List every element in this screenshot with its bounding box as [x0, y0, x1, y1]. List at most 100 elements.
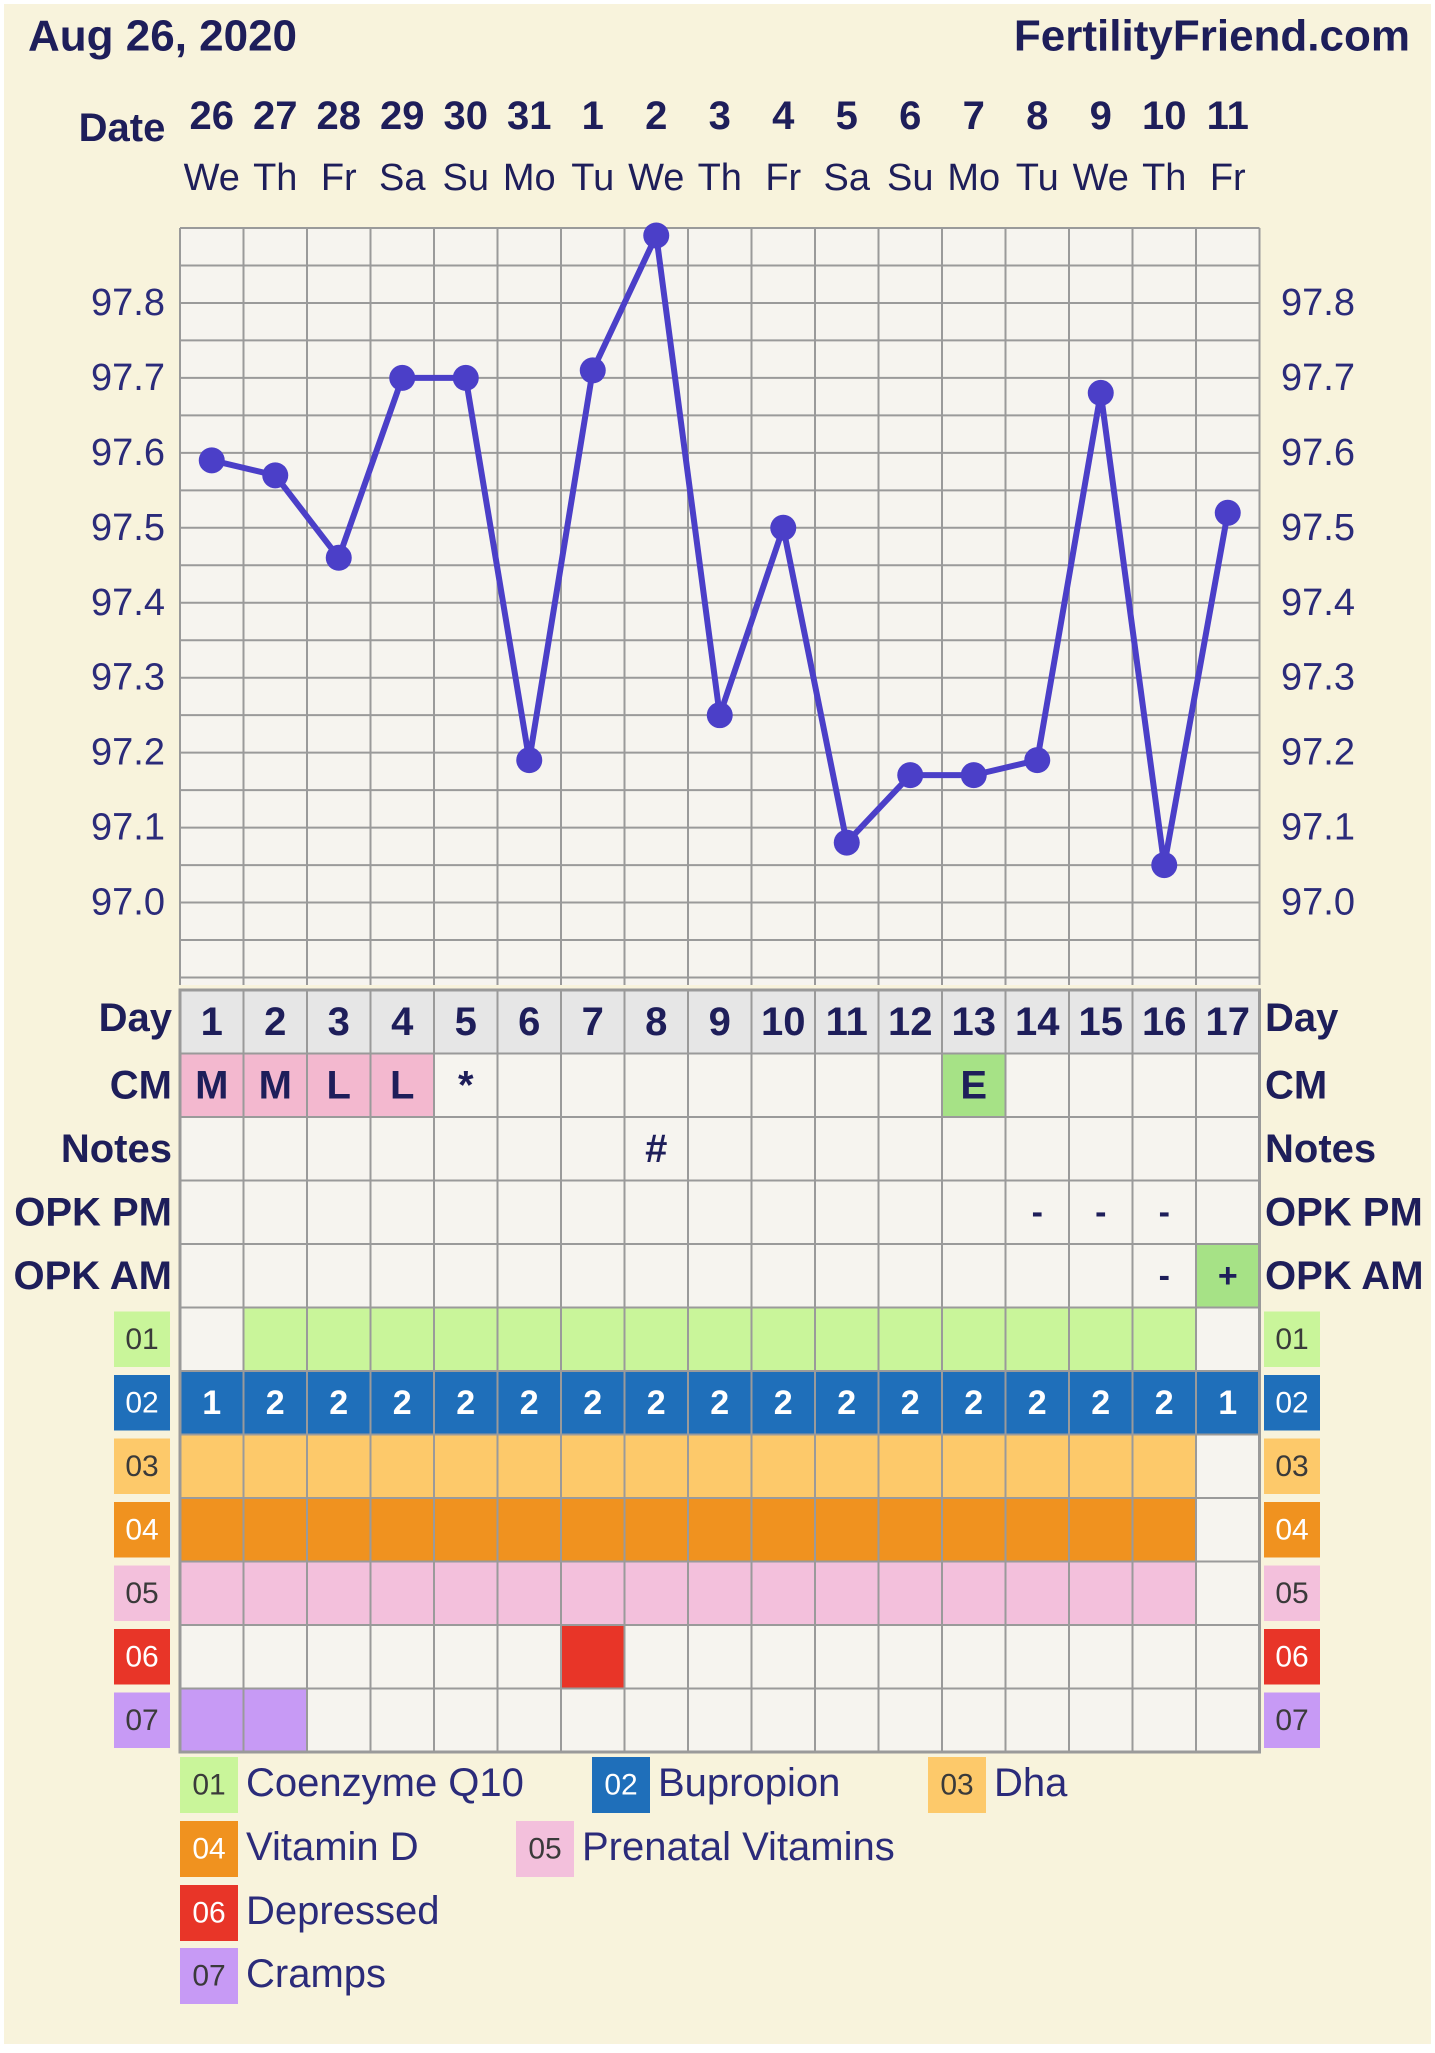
weekday-label: We — [184, 157, 240, 199]
legend-name: Dha — [994, 1761, 1068, 1805]
opk-pm-cell — [179, 1179, 245, 1245]
track-cell-value: 2 — [1155, 1384, 1174, 1422]
opk-pm-cell — [496, 1179, 562, 1245]
track-cell — [369, 1497, 435, 1563]
day-number: 2 — [264, 1000, 286, 1044]
track-code-left-box — [114, 1629, 170, 1685]
track-cell — [877, 1306, 943, 1372]
track-cell — [496, 1497, 562, 1563]
date-label: 9 — [1090, 94, 1112, 138]
day-number: 12 — [888, 1000, 933, 1044]
temperature-point — [1024, 747, 1051, 774]
track-code-left-box — [114, 1375, 170, 1431]
day-number: 1 — [201, 1000, 223, 1044]
temperature-point — [770, 514, 797, 541]
track-cell — [750, 1624, 816, 1690]
opk-am-cell — [687, 1243, 753, 1309]
notes-cell — [941, 1116, 1007, 1182]
track-cell — [814, 1687, 880, 1753]
date-label: 11 — [1207, 94, 1249, 138]
track-cell — [941, 1370, 1007, 1436]
legend-name: Prenatal Vitamins — [582, 1825, 895, 1869]
track-cell-value: 2 — [329, 1384, 348, 1422]
cm-cell — [496, 1052, 562, 1118]
track-cell — [433, 1433, 499, 1499]
track-cell — [1068, 1370, 1134, 1436]
track-cell — [687, 1687, 753, 1753]
y-tick-left: 97.8 — [91, 282, 165, 324]
cm-cell — [687, 1052, 753, 1118]
temperature-point — [389, 364, 416, 391]
cm-cell — [1195, 1052, 1261, 1118]
track-cell — [1195, 1497, 1261, 1563]
track-cell — [1068, 1433, 1134, 1499]
track-cell-value: 2 — [647, 1384, 666, 1422]
notes-cell — [179, 1116, 245, 1182]
row-label-right: Day — [1265, 996, 1339, 1040]
track-code-left: 02 — [125, 1386, 158, 1419]
track-cell — [750, 1560, 816, 1626]
day-number: 4 — [391, 1000, 414, 1044]
day-number: 14 — [1015, 1000, 1060, 1044]
legend-swatch — [592, 1757, 650, 1813]
track-cell — [814, 1497, 880, 1563]
track-cell — [560, 1624, 626, 1690]
track-cell — [1131, 1687, 1197, 1753]
y-tick-right: 97.5 — [1281, 507, 1355, 549]
legend-code: 02 — [604, 1769, 637, 1802]
opk-pm-value: - — [1095, 1193, 1106, 1231]
track-cell — [306, 1370, 372, 1436]
y-tick-right: 97.7 — [1281, 357, 1355, 399]
weekday-label: Tu — [1016, 157, 1059, 199]
opk-pm-cell — [687, 1179, 753, 1245]
track-cell — [877, 1687, 943, 1753]
legend-swatch — [180, 1757, 238, 1813]
cm-cell — [179, 1052, 245, 1118]
day-number: 8 — [645, 1000, 667, 1044]
day-number: 7 — [582, 1000, 604, 1044]
weekday-label: Su — [887, 157, 933, 199]
track-cell-value: 2 — [583, 1384, 602, 1422]
track-cell — [242, 1370, 308, 1436]
opk-pm-value: - — [1159, 1193, 1170, 1231]
weekday-label: Tu — [571, 157, 614, 199]
cm-cell — [560, 1052, 626, 1118]
track-cell — [623, 1497, 689, 1563]
weekday-label: Th — [698, 157, 742, 199]
track-code-left: 04 — [125, 1513, 158, 1546]
table-border — [178, 988, 1261, 1754]
temperature-point — [1087, 379, 1114, 406]
track-cell — [814, 1433, 880, 1499]
track-cell — [242, 1560, 308, 1626]
track-code-left: 06 — [125, 1640, 158, 1673]
track-code-right-box — [1264, 1502, 1320, 1558]
opk-pm-cell — [623, 1179, 689, 1245]
track-cell — [306, 1560, 372, 1626]
legend-name: Cramps — [246, 1952, 386, 1996]
track-cell — [623, 1433, 689, 1499]
notes-cell — [877, 1116, 943, 1182]
y-tick-left: 97.7 — [91, 357, 165, 399]
opk-am-cell — [877, 1243, 943, 1309]
date-label: 1 — [582, 94, 604, 138]
track-cell — [1004, 1370, 1070, 1436]
legend-code: 07 — [192, 1960, 225, 1993]
track-cell-value: 2 — [393, 1384, 412, 1422]
legend-name: Vitamin D — [246, 1825, 419, 1869]
legend-code: 05 — [528, 1833, 561, 1866]
track-cell — [560, 1433, 626, 1499]
weekday-label: Su — [443, 157, 489, 199]
track-cell — [1131, 1560, 1197, 1626]
plot-grid — [179, 227, 1261, 985]
legend-swatch — [180, 1948, 238, 2004]
notes-cell — [496, 1116, 562, 1182]
cm-value: * — [458, 1063, 474, 1107]
legend-swatch — [928, 1757, 986, 1813]
opk-am-cell — [941, 1243, 1007, 1309]
opk-am-cell — [814, 1243, 880, 1309]
weekday-label: Sa — [379, 157, 426, 199]
track-code-left-box — [114, 1311, 170, 1367]
day-cell — [242, 989, 308, 1055]
opk-am-cell — [242, 1243, 308, 1309]
track-code-right-box — [1264, 1375, 1320, 1431]
